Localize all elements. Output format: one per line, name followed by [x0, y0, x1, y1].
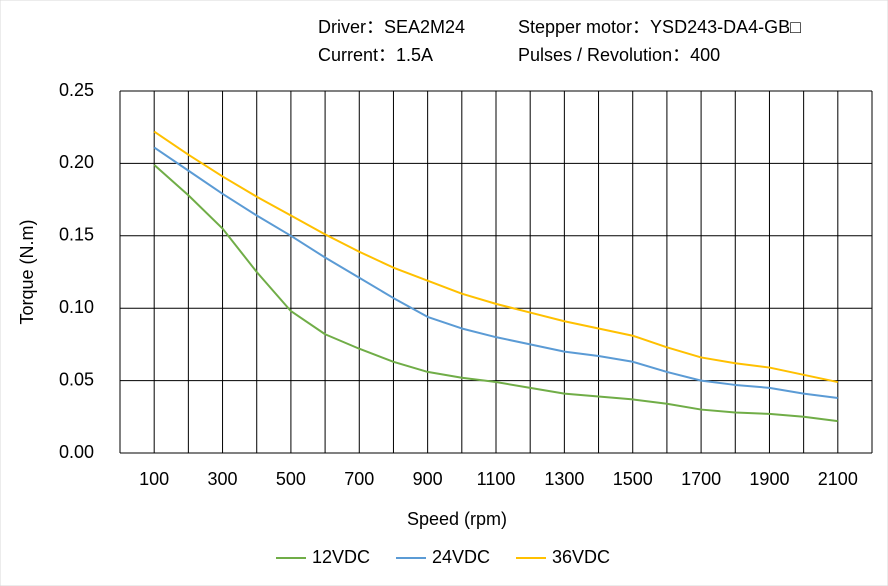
x-tick-label: 300 [208, 469, 238, 489]
x-tick-label: 2100 [818, 469, 858, 489]
x-tick-label: 900 [413, 469, 443, 489]
y-tick-label: 0.25 [59, 80, 94, 100]
y-axis-label: Torque (N.m) [17, 219, 37, 324]
x-tick-label: 1100 [477, 469, 516, 489]
annotation: Driver：SEA2M24 [318, 17, 465, 37]
y-tick-label: 0.10 [59, 297, 94, 317]
y-tick-label: 0.00 [59, 442, 94, 462]
x-tick-label: 100 [139, 469, 169, 489]
series-line [153, 164, 838, 423]
x-axis-label: Speed (rpm) [407, 509, 507, 529]
annotation: Pulses / Revolution：400 [518, 45, 720, 65]
legend-label: 24VDC [432, 547, 490, 567]
x-tick-label: 1300 [544, 469, 584, 489]
y-tick-label: 0.20 [59, 152, 94, 172]
y-tick-label: 0.15 [59, 225, 94, 245]
legend-label: 12VDC [312, 547, 370, 567]
x-tick-label: 1700 [681, 469, 721, 489]
series-line [153, 130, 839, 384]
y-tick-label: 0.05 [59, 369, 94, 389]
x-tick-label: 1500 [613, 469, 653, 489]
series-line [153, 146, 838, 399]
x-tick-label: 1900 [749, 469, 789, 489]
annotation: Current：1.5A [318, 45, 433, 65]
x-tick-label: 700 [344, 469, 374, 489]
x-tick-label: 500 [276, 469, 306, 489]
annotation: Stepper motor：YSD243-DA4-GB□ [518, 17, 801, 37]
legend-label: 36VDC [552, 547, 610, 567]
